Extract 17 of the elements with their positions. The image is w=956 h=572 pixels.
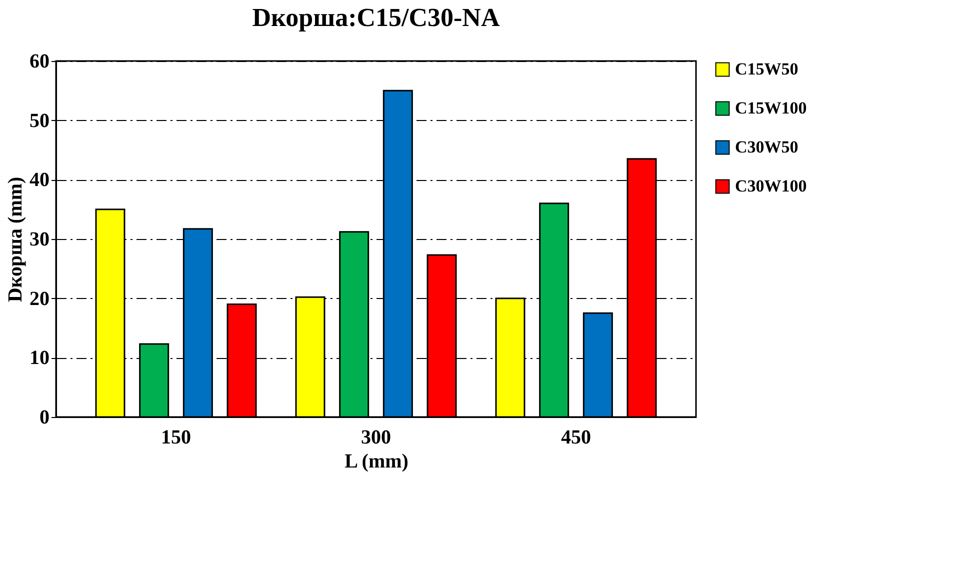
legend-label: C30W100 — [735, 176, 807, 196]
y-tick-label: 30 — [30, 228, 50, 250]
chart-title: Dкорша:C15/C30-NA — [252, 3, 500, 32]
legend-label: C15W100 — [735, 98, 807, 118]
x-tick-label: 450 — [561, 426, 591, 448]
y-tick-label: 10 — [30, 347, 50, 370]
y-tick-label: 60 — [30, 50, 50, 72]
y-tick-label: 0 — [40, 406, 50, 428]
y-axis-title: Dкорша (mm) — [4, 176, 26, 302]
legend-label: C30W50 — [735, 138, 798, 156]
x-axis-title: L (mm) — [344, 450, 408, 472]
y-tick-label: 40 — [30, 169, 50, 192]
y-tick-label: 20 — [30, 288, 50, 310]
y-tick-label: 50 — [30, 110, 50, 132]
legend-label: C15W50 — [735, 60, 798, 78]
x-tick-label: 150 — [161, 426, 191, 448]
x-tick-label: 300 — [361, 426, 391, 448]
